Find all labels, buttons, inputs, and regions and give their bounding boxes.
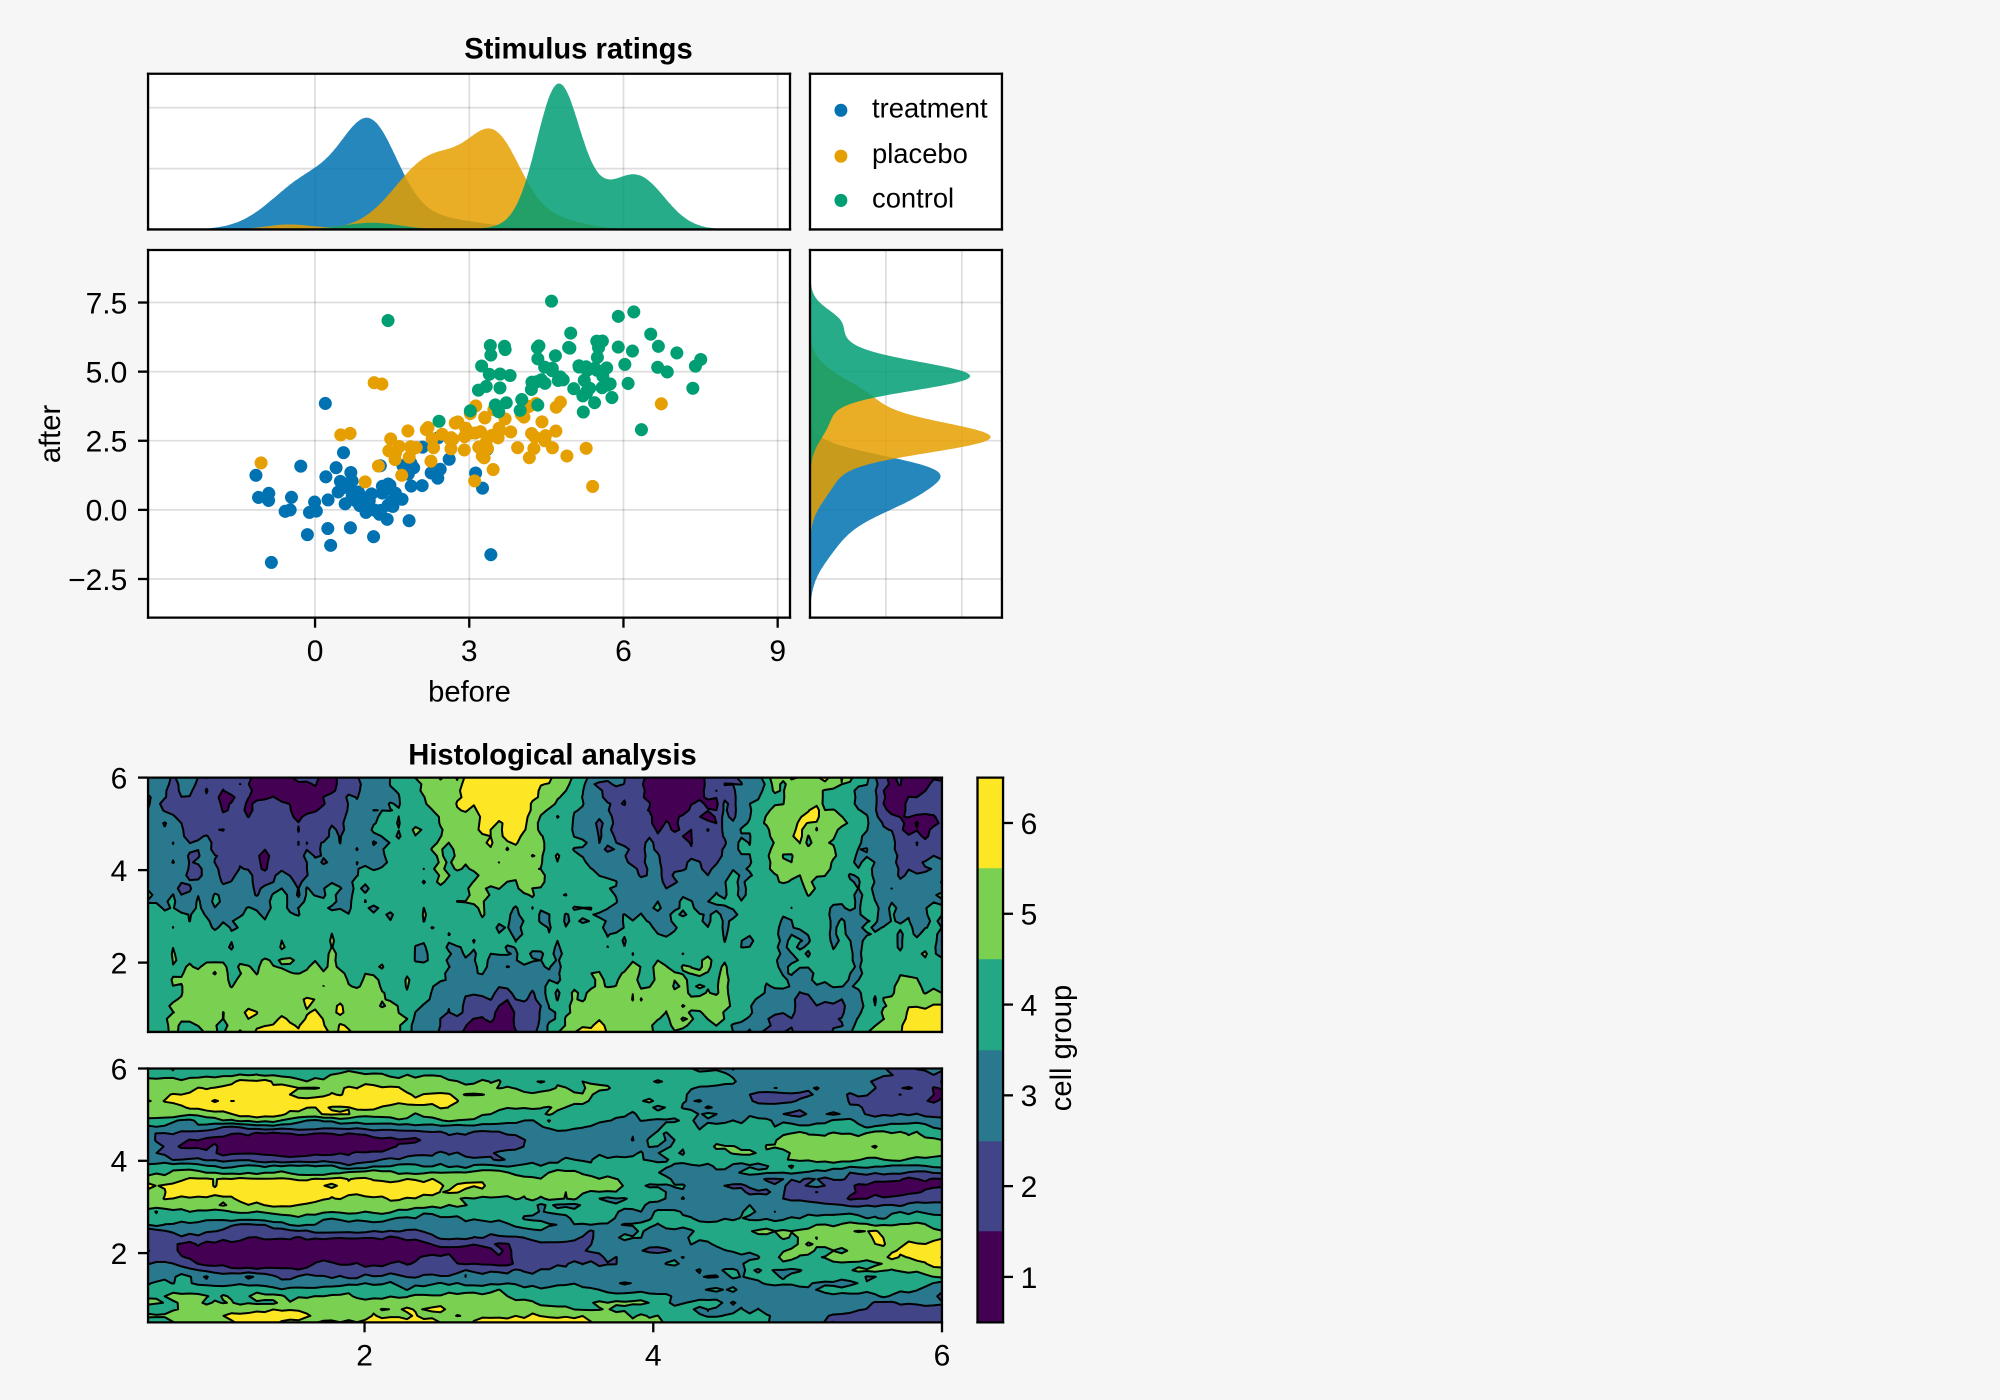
svg-text:0: 0 — [307, 635, 324, 668]
svg-text:9: 9 — [769, 635, 786, 668]
svg-text:2: 2 — [111, 947, 128, 980]
svg-text:2: 2 — [356, 1340, 373, 1373]
svg-text:before: before — [428, 677, 511, 709]
svg-text:4: 4 — [111, 1146, 128, 1179]
svg-text:placebo: placebo — [872, 138, 968, 169]
svg-text:after: after — [35, 405, 67, 464]
svg-text:control: control — [872, 182, 954, 213]
svg-text:cell group: cell group — [1046, 985, 1078, 1111]
svg-text:Stimulus ratings: Stimulus ratings — [464, 33, 692, 65]
svg-text:1: 1 — [1021, 1262, 1038, 1295]
svg-text:2.5: 2.5 — [86, 426, 128, 459]
svg-text:4: 4 — [1021, 989, 1038, 1022]
svg-text:2: 2 — [1021, 1171, 1038, 1204]
svg-text:4: 4 — [645, 1340, 662, 1373]
svg-text:2: 2 — [111, 1238, 128, 1271]
svg-text:6: 6 — [111, 762, 128, 795]
svg-text:3: 3 — [1021, 1080, 1038, 1113]
svg-text:6: 6 — [111, 1053, 128, 1086]
svg-text:3: 3 — [461, 635, 478, 668]
svg-text:0.0: 0.0 — [86, 495, 128, 528]
svg-text:6: 6 — [1021, 808, 1038, 841]
svg-text:4: 4 — [111, 855, 128, 888]
svg-text:5.0: 5.0 — [86, 357, 128, 390]
svg-text:6: 6 — [934, 1340, 951, 1373]
svg-text:−2.5: −2.5 — [68, 564, 127, 597]
svg-text:5: 5 — [1021, 899, 1038, 932]
svg-text:6: 6 — [615, 635, 632, 668]
svg-text:treatment: treatment — [872, 92, 988, 123]
svg-text:Histological analysis: Histological analysis — [408, 739, 696, 771]
svg-text:7.5: 7.5 — [86, 287, 128, 320]
